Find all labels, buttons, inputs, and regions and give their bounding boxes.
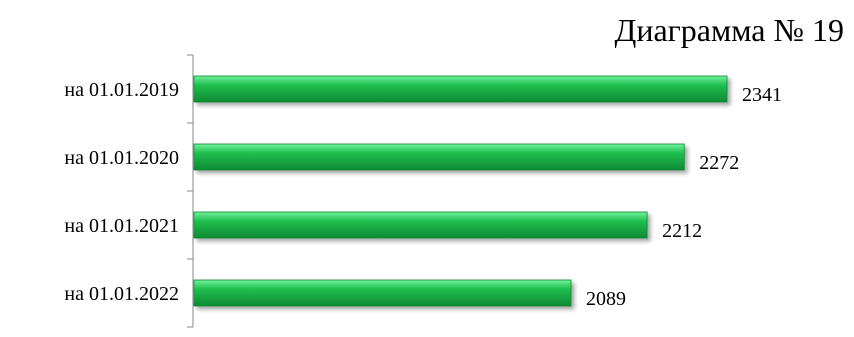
data-label: 2212: [662, 220, 702, 242]
category-label: на 01.01.2020: [64, 147, 179, 169]
category-label: на 01.01.2019: [64, 79, 179, 101]
chart-title: Диаграмма № 19: [614, 12, 845, 48]
data-label: 2089: [586, 288, 626, 310]
bar: [193, 75, 728, 103]
data-label: 2341: [742, 84, 782, 106]
bar: [193, 279, 572, 307]
data-label: 2272: [699, 152, 739, 174]
category-label: на 01.01.2021: [64, 215, 179, 237]
bar: [193, 211, 648, 239]
category-label: на 01.01.2022: [64, 283, 179, 305]
bar: [193, 143, 685, 171]
